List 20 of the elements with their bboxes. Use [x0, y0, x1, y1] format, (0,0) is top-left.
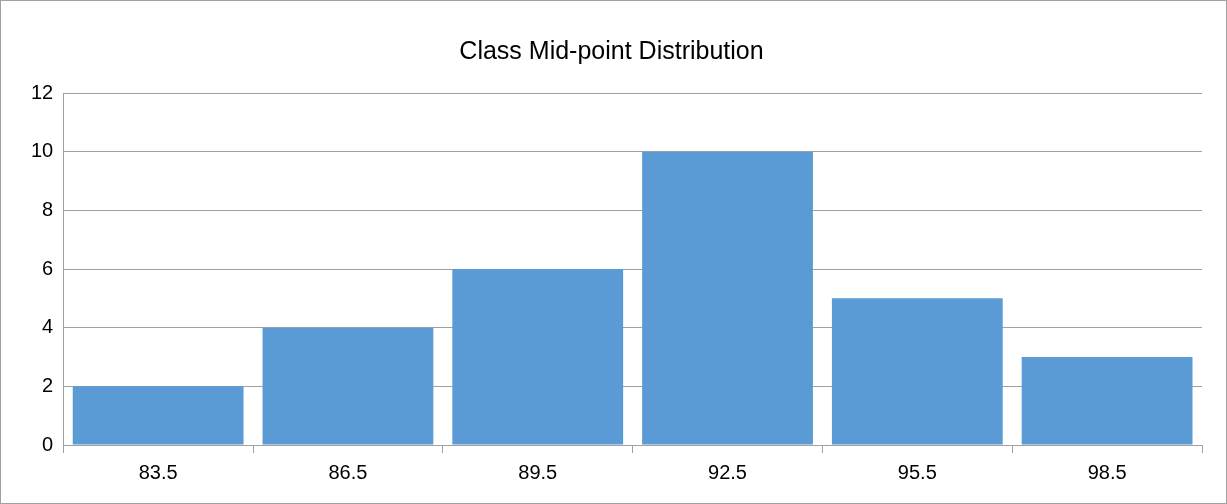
y-tick-label: 0 [42, 432, 54, 455]
y-tick-label: 12 [31, 80, 54, 103]
chart-title: Class Mid-point Distribution [459, 35, 764, 64]
x-tick-label: 92.5 [708, 460, 747, 483]
x-tick-label: 86.5 [328, 460, 368, 483]
x-tick-label: 95.5 [897, 460, 937, 483]
bar [642, 151, 813, 445]
bar [262, 327, 434, 445]
y-tick-label: 2 [42, 373, 54, 396]
y-tick-label: 4 [42, 315, 54, 338]
bar [72, 386, 244, 445]
y-tick-label: 10 [31, 139, 54, 162]
x-tick-label: 89.5 [518, 460, 558, 483]
y-tick-label: 6 [42, 256, 54, 279]
x-tick-label: 98.5 [1087, 460, 1127, 483]
y-tick-label: 8 [42, 197, 54, 220]
bar [1021, 357, 1193, 445]
x-tick-label: 83.5 [138, 460, 178, 483]
bar [831, 298, 1003, 445]
bar [452, 269, 624, 445]
